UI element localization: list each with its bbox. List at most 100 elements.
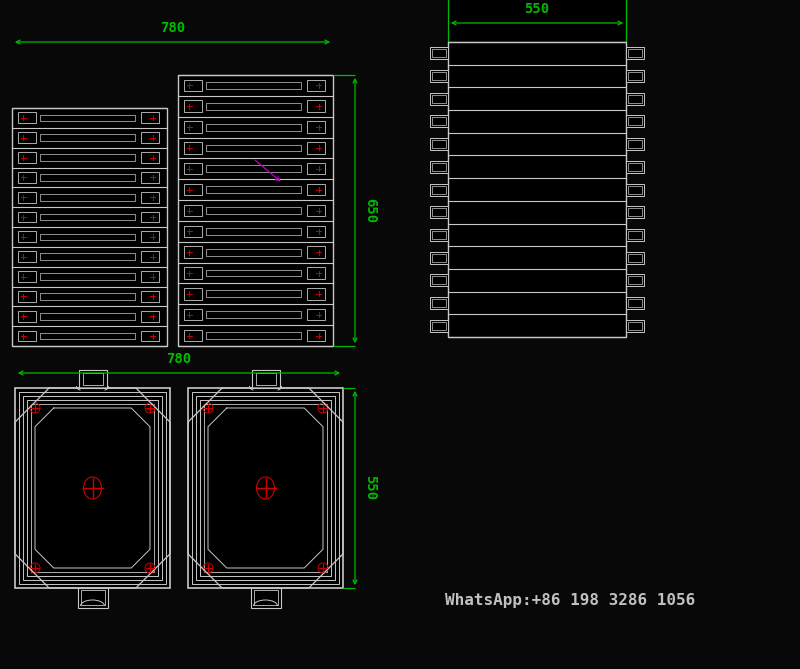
Bar: [18, 271, 36, 282]
Bar: [18, 330, 36, 341]
Bar: [141, 132, 159, 143]
Bar: [430, 297, 448, 309]
Bar: [200, 400, 331, 576]
Bar: [141, 271, 159, 282]
Bar: [18, 192, 36, 203]
Bar: [40, 214, 135, 220]
Bar: [432, 276, 446, 284]
Bar: [628, 50, 642, 58]
Bar: [40, 114, 135, 121]
Bar: [626, 138, 644, 150]
Bar: [188, 388, 343, 588]
Bar: [40, 293, 135, 300]
Bar: [141, 172, 159, 183]
Bar: [204, 404, 327, 572]
Bar: [626, 229, 644, 241]
Bar: [432, 50, 446, 58]
Text: 550: 550: [525, 2, 550, 16]
Bar: [40, 194, 135, 201]
Bar: [141, 231, 159, 242]
Bar: [626, 297, 644, 309]
Bar: [307, 225, 325, 237]
Bar: [432, 163, 446, 171]
Bar: [184, 80, 202, 91]
Bar: [192, 392, 339, 584]
Bar: [27, 400, 158, 576]
Bar: [307, 267, 325, 279]
Bar: [628, 72, 642, 80]
Bar: [18, 152, 36, 163]
Bar: [206, 270, 301, 276]
Bar: [141, 330, 159, 341]
Bar: [432, 322, 446, 330]
Bar: [206, 290, 301, 297]
Bar: [206, 165, 301, 172]
Bar: [430, 161, 448, 173]
Bar: [432, 231, 446, 239]
Bar: [184, 121, 202, 132]
Bar: [196, 396, 335, 580]
Bar: [430, 274, 448, 286]
Bar: [626, 320, 644, 332]
Bar: [430, 183, 448, 195]
Bar: [184, 100, 202, 112]
Text: WhatsApp:+86 198 3286 1056: WhatsApp:+86 198 3286 1056: [445, 593, 695, 607]
Bar: [432, 118, 446, 125]
Bar: [206, 311, 301, 318]
Bar: [307, 246, 325, 258]
Bar: [430, 47, 448, 60]
Bar: [307, 121, 325, 132]
Bar: [307, 330, 325, 341]
Bar: [40, 134, 135, 141]
Bar: [141, 310, 159, 322]
Bar: [78, 370, 106, 388]
Bar: [40, 332, 135, 339]
Bar: [628, 185, 642, 193]
Bar: [430, 206, 448, 218]
Bar: [18, 211, 36, 222]
Bar: [184, 205, 202, 216]
Bar: [432, 208, 446, 216]
Bar: [626, 47, 644, 60]
Bar: [40, 174, 135, 181]
Bar: [184, 225, 202, 237]
Bar: [40, 233, 135, 240]
Bar: [184, 142, 202, 154]
Bar: [251, 370, 279, 388]
Bar: [18, 310, 36, 322]
Bar: [141, 251, 159, 262]
Bar: [12, 108, 167, 346]
Bar: [184, 288, 202, 300]
Bar: [628, 231, 642, 239]
Bar: [19, 392, 166, 584]
Bar: [432, 95, 446, 103]
Bar: [18, 291, 36, 302]
Bar: [18, 172, 36, 183]
Bar: [31, 404, 154, 572]
Bar: [255, 373, 275, 385]
Bar: [626, 274, 644, 286]
Bar: [40, 155, 135, 161]
Bar: [18, 112, 36, 123]
Bar: [430, 138, 448, 150]
Bar: [184, 163, 202, 175]
Bar: [141, 211, 159, 222]
Bar: [432, 140, 446, 148]
Bar: [184, 246, 202, 258]
Bar: [626, 116, 644, 127]
Text: 650: 650: [363, 198, 377, 223]
Bar: [250, 588, 281, 608]
Bar: [432, 254, 446, 262]
Bar: [307, 205, 325, 216]
Bar: [206, 249, 301, 256]
Bar: [628, 276, 642, 284]
Bar: [184, 309, 202, 320]
Text: 780: 780: [166, 352, 191, 366]
Bar: [18, 132, 36, 143]
Bar: [626, 161, 644, 173]
Bar: [141, 112, 159, 123]
Bar: [206, 228, 301, 235]
Bar: [307, 163, 325, 175]
Text: 780: 780: [160, 21, 185, 35]
Bar: [626, 206, 644, 218]
